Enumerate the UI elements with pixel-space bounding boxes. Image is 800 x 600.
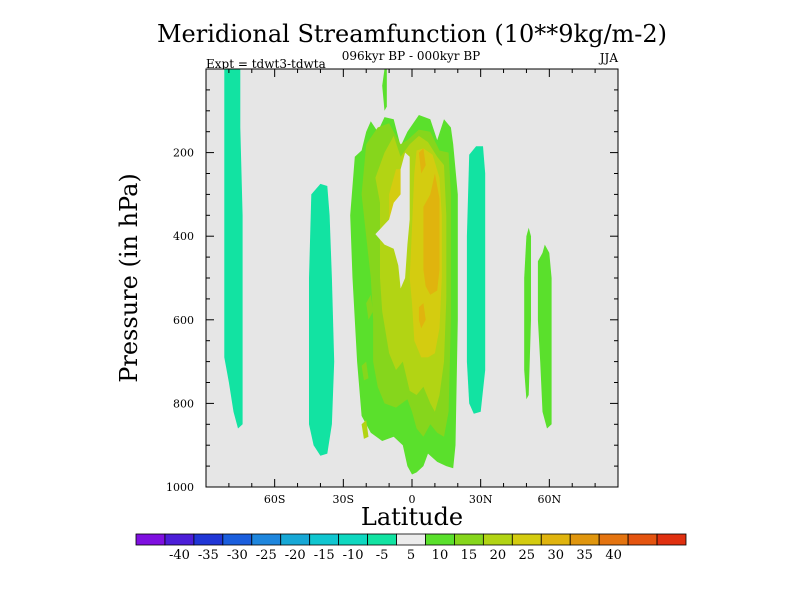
x-tick-label: 60S [264, 493, 286, 506]
colorbar-swatch [482, 533, 513, 546]
colorbar-label: 40 [605, 548, 622, 563]
colorbar-label: 5 [407, 548, 415, 563]
colorbar-swatch [540, 533, 571, 546]
contour-region-18-level-25 [418, 303, 426, 329]
x-tick-label: 60N [538, 493, 562, 506]
x-tick-label: 30N [469, 493, 493, 506]
colorbar-swatch [309, 533, 340, 546]
x-tick-label: 30S [333, 493, 355, 506]
chart-subtitle-center: 096kyr BP - 000kyr BP [342, 49, 480, 63]
chart-subtitle-right: JJA [598, 51, 619, 65]
colorbar-swatch [338, 533, 368, 546]
contour-region-9-level-5 [524, 227, 531, 400]
colorbar-swatch [425, 533, 455, 546]
colorbar-label: 15 [461, 548, 478, 563]
colorbar-label: 35 [576, 548, 593, 563]
y-tick-label: 400 [173, 230, 194, 243]
x-tick-labels: 60S 30S 0 30N 60N [264, 493, 562, 506]
contour-region-1-level--10 [309, 183, 335, 456]
colorbar-swatch [656, 533, 687, 546]
colorbar-swatch [251, 533, 282, 546]
colorbar-swatch [598, 533, 629, 546]
colorbar [135, 533, 687, 546]
x-tick-label: 0 [409, 493, 416, 506]
colorbar-swatch [627, 533, 658, 546]
colorbar-labels: -40 -35 -30 -25 -20 -15 -10 -5 5 10 15 20 25 30 35 40 [169, 548, 622, 563]
contour-region-7-level-5 [382, 69, 387, 111]
colorbar-swatch [367, 533, 397, 546]
contour-region-17-level-25 [423, 173, 440, 295]
colorbar-swatch [396, 533, 426, 546]
y-tick-label: 800 [173, 397, 194, 410]
y-tick-labels: 200 400 600 800 1000 [166, 147, 194, 494]
colorbar-swatch [164, 533, 195, 546]
colorbar-label: 30 [547, 548, 564, 563]
y-tick-label: 200 [173, 147, 194, 160]
contour-fill-layer [224, 69, 552, 475]
colorbar-label: 10 [432, 548, 449, 563]
contour-region-12-level-10 [361, 361, 369, 381]
colorbar-label: -25 [256, 548, 277, 563]
colorbar-swatch [569, 533, 600, 546]
contour-region-14-level-15 [361, 420, 369, 439]
colorbar-label: -30 [227, 548, 248, 563]
colorbar-swatch [280, 533, 311, 546]
contour-region-0-level--10 [224, 69, 243, 429]
contour-region-11-level-10 [366, 294, 374, 320]
colorbar-label: -15 [314, 548, 335, 563]
colorbar-label: -40 [169, 548, 190, 563]
colorbar-swatch [511, 533, 542, 546]
y-tick-label: 600 [173, 314, 194, 327]
contour-region-20-level-0 [375, 152, 410, 289]
colorbar-label: 25 [519, 548, 536, 563]
contour-region-19-level-25 [418, 148, 426, 174]
colorbar-label: 20 [490, 548, 507, 563]
x-axis-label: Latitude [361, 503, 463, 531]
colorbar-swatch [193, 533, 224, 546]
colorbar-swatch [135, 533, 166, 546]
colorbar-label: -35 [198, 548, 219, 563]
plot-frame [205, 68, 619, 488]
colorbar-swatch [454, 533, 484, 546]
y-axis-label: Pressure (in hPa) [115, 173, 143, 383]
contour-region-8-level-5 [537, 244, 552, 429]
contour-region-2-level--10 [466, 146, 486, 414]
chart-subtitle-left: Expt = tdwt3-tdwta [206, 57, 326, 71]
colorbar-label: -20 [285, 548, 306, 563]
colorbar-swatch [222, 533, 253, 546]
y-tick-label: 1000 [166, 481, 194, 494]
tick-layer [206, 69, 618, 487]
colorbar-label: -10 [343, 548, 364, 563]
chart-title: Meridional Streamfunction (10**9kg/m-2) [157, 20, 667, 48]
colorbar-label: -5 [376, 548, 389, 563]
